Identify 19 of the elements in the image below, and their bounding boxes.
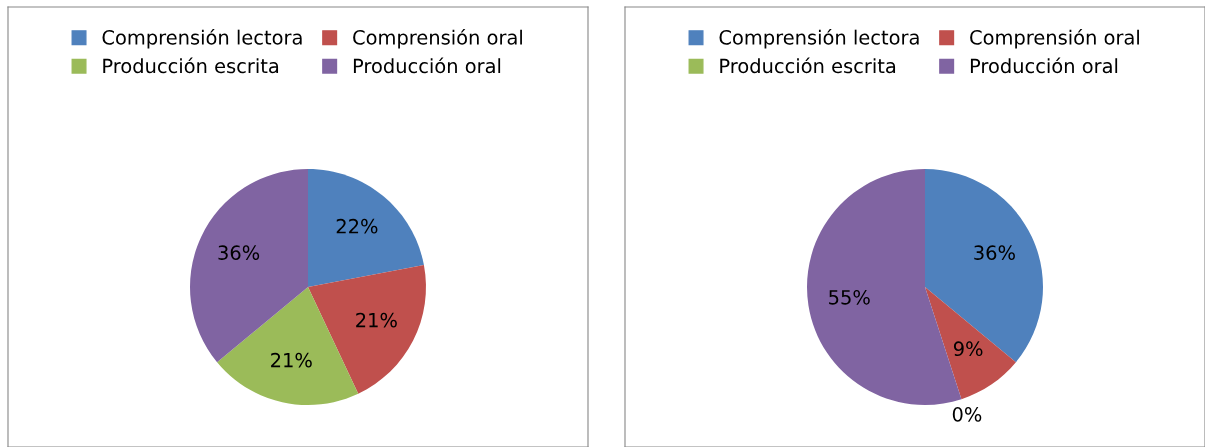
data-label: 21% bbox=[356, 312, 397, 328]
text: 0% bbox=[952, 406, 982, 422]
pie-slice bbox=[925, 169, 1043, 363]
data-label: 9% bbox=[953, 341, 983, 357]
legend-label: Producción escrita bbox=[720, 57, 896, 74]
legend-label: Comprensión lectora bbox=[719, 28, 919, 49]
legend-label: Comprensión oral bbox=[970, 28, 1139, 49]
data-label: 36% bbox=[218, 245, 260, 260]
legend-label: Producción oral bbox=[353, 57, 501, 74]
pie-slice bbox=[308, 169, 424, 287]
legend-label: Comprensión oral bbox=[353, 28, 522, 49]
data-label: 36% bbox=[974, 245, 1015, 260]
legend-label: Producción oral bbox=[970, 57, 1118, 74]
data-label: 22% bbox=[336, 218, 378, 234]
data-label: 55% bbox=[829, 289, 870, 305]
legend-label: Comprensión lectora bbox=[102, 28, 302, 49]
pie-slice bbox=[925, 287, 1016, 400]
legend-label: Producción escrita bbox=[103, 57, 279, 74]
data-label: 21% bbox=[271, 352, 312, 368]
